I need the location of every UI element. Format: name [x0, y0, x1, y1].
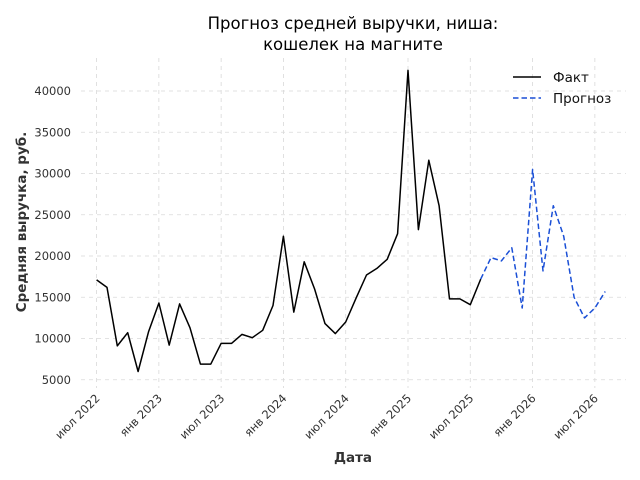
chart-title: Прогноз средней выручки, ниша: — [208, 14, 499, 33]
series-lines — [96, 69, 606, 373]
x-tick-label: июл 2022 — [52, 391, 103, 442]
x-tick-label: янв 2023 — [117, 391, 165, 439]
legend-forecast-label: Прогноз — [553, 91, 611, 107]
x-tick-label: июл 2023 — [177, 391, 228, 442]
x-axis-ticks: июл 2022 янв 2023 июл 2023 янв 2024 июл 2024… — [52, 391, 601, 442]
y-tick-label: 35000 — [34, 125, 71, 139]
grid — [81, 58, 626, 388]
series-line-fact — [96, 69, 482, 373]
x-axis-label: Дата — [334, 450, 372, 466]
y-tick-label: 25000 — [34, 208, 71, 222]
x-tick-label: июл 2025 — [426, 391, 477, 442]
y-axis-label: Средняя выручка, руб. — [14, 132, 30, 313]
x-tick-label: янв 2024 — [241, 391, 289, 439]
legend-fact-label: Факт — [553, 70, 589, 86]
x-tick-label: янв 2026 — [491, 391, 539, 439]
y-axis-ticks: 5000 10000 15000 20000 25000 30000 35000 40000 — [34, 84, 71, 387]
legend: Факт Прогноз — [513, 70, 611, 107]
y-tick-label: 30000 — [34, 167, 71, 181]
y-tick-label: 15000 — [34, 290, 71, 304]
series-line-forecast — [480, 168, 606, 319]
y-tick-label: 5000 — [42, 373, 71, 387]
y-tick-label: 20000 — [34, 249, 71, 263]
y-tick-label: 40000 — [34, 84, 71, 98]
x-tick-label: янв 2025 — [366, 391, 414, 439]
x-tick-label: июл 2026 — [550, 391, 601, 442]
y-tick-label: 10000 — [34, 332, 71, 346]
x-tick-label: июл 2024 — [301, 391, 352, 442]
chart-title-line2: кошелек на магните — [263, 35, 443, 54]
